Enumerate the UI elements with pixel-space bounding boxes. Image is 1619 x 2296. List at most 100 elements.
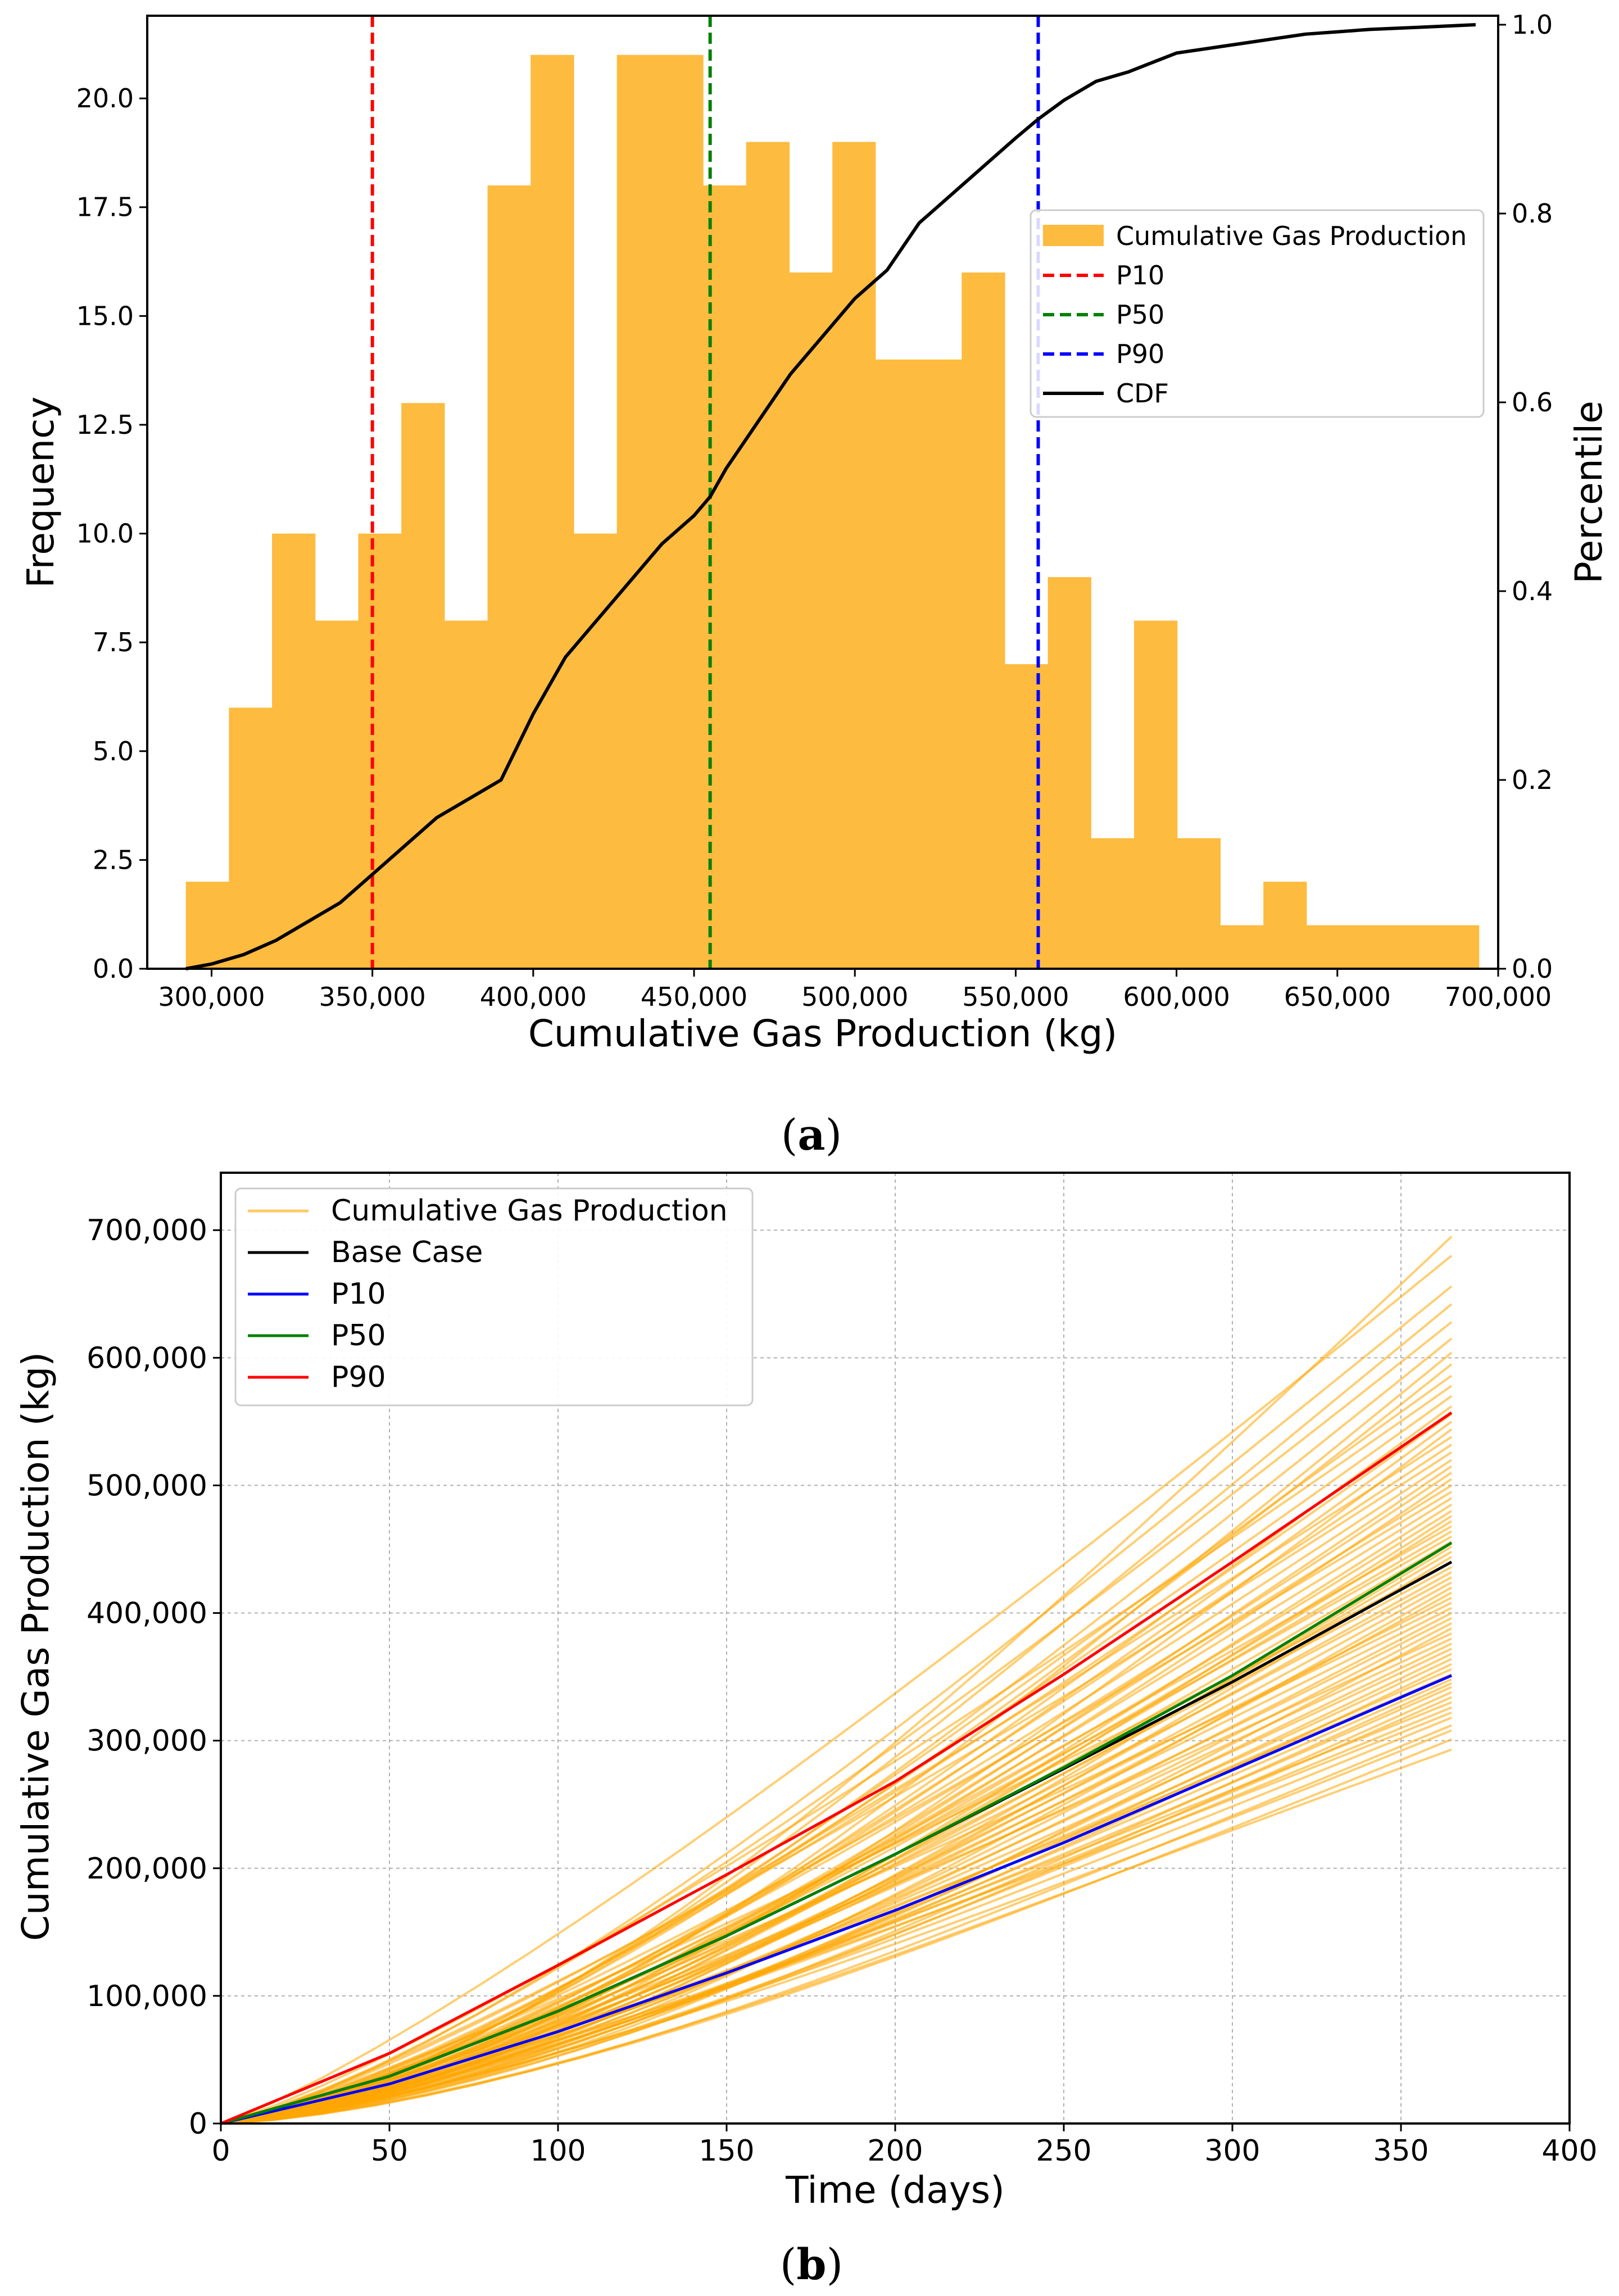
x-tick-label: 350 xyxy=(1373,2134,1428,2168)
ensemble-line xyxy=(220,1321,1453,2125)
legend-label-p50: P50 xyxy=(331,1319,386,1353)
legend-label-histogram: Cumulative Gas Production xyxy=(1116,221,1467,251)
ensemble-line xyxy=(220,1405,1453,2125)
histogram-bars xyxy=(185,55,1480,969)
histogram-bar xyxy=(746,142,790,969)
histogram-bar xyxy=(616,55,660,969)
ensemble-line xyxy=(220,1484,1453,2125)
histogram-bar xyxy=(1004,664,1049,969)
histogram-bar xyxy=(1091,838,1135,969)
ensemble-line xyxy=(220,1428,1453,2125)
x-axis-label: Time (days) xyxy=(785,2168,1005,2212)
ensemble-line xyxy=(220,1724,1452,2125)
y-tick-label: 5.0 xyxy=(93,736,134,766)
y-axis-ticks: 0 100,000 200,000 300,000 400,000 500,000 600,… xyxy=(87,1214,221,2141)
y-tick-label: 12.5 xyxy=(76,410,134,440)
x-tick-label: 400,000 xyxy=(480,982,587,1012)
y-tick-label: 700,000 xyxy=(87,1214,207,1247)
plot-frame-a xyxy=(146,15,1499,970)
x-tick-label: 450,000 xyxy=(641,982,747,1012)
y-tick-label: 17.5 xyxy=(76,192,134,223)
ensemble-line xyxy=(220,1545,1453,2125)
legend-label-p50: P50 xyxy=(1116,300,1164,330)
histogram-bar xyxy=(1263,882,1307,969)
y2-axis-label: Percentile xyxy=(1567,401,1611,584)
x-tick-label: 350,000 xyxy=(319,982,426,1012)
y-axis-ticks: 0.0 2.5 5.0 7.5 10.0 12.5 15.0 17.5 20.0 xyxy=(76,83,147,984)
legend-label-base-case: Base Case xyxy=(331,1236,483,1269)
histogram-bar xyxy=(1435,925,1480,969)
legend-box xyxy=(234,1187,754,1406)
y-axis-label: Cumulative Gas Production (kg) xyxy=(14,1352,57,1941)
ensemble-line xyxy=(220,1491,1453,2125)
x-tick-label: 150 xyxy=(699,2134,754,2168)
ensemble-line xyxy=(220,1303,1453,2125)
x-axis-ticks: 300,000 350,000 400,000 450,000 500,000 550,0… xyxy=(158,969,1552,1012)
histogram-bar xyxy=(229,707,273,969)
y2-axis-ticks: 0.0 0.2 0.4 0.6 0.8 1.0 xyxy=(1498,10,1553,984)
histogram-bar xyxy=(789,272,833,969)
histogram-bar xyxy=(272,533,316,969)
series-line-p10 xyxy=(220,1674,1452,2125)
x-tick-label: 650,000 xyxy=(1284,982,1391,1012)
x-tick-label: 700,000 xyxy=(1445,982,1552,1012)
legend-label-p10: P10 xyxy=(1116,260,1164,291)
histogram-bar xyxy=(1306,925,1350,969)
histogram-bar xyxy=(1393,925,1436,969)
ensemble-line xyxy=(220,1465,1453,2125)
y-tick-label: 15.0 xyxy=(76,301,134,331)
y-tick-label: 600,000 xyxy=(87,1341,207,1375)
cdf-line xyxy=(185,23,1476,970)
summary-series-lines xyxy=(220,1411,1453,2125)
legend-label-cdf: CDF xyxy=(1116,378,1169,409)
histogram-bar xyxy=(832,142,876,969)
ensemble-line xyxy=(220,1560,1452,2125)
panel-b-line-chart: 0 50 100 150 200 250 300 350 400 0 100,000 200,000… xyxy=(14,1172,1598,2289)
y2-tick-label: 0.4 xyxy=(1512,576,1553,606)
histogram-bar xyxy=(315,620,359,969)
ensemble-line xyxy=(220,1255,1453,2125)
y2-tick-label: 0.6 xyxy=(1512,387,1553,418)
x-tick-label: 400 xyxy=(1541,2134,1597,2168)
histogram-bar xyxy=(962,272,1005,969)
x-tick-label: 200 xyxy=(867,2134,923,2168)
caption-a: (a) xyxy=(781,1110,842,1160)
histogram-bar xyxy=(530,55,574,969)
histogram-bar xyxy=(918,359,962,969)
histogram-bar xyxy=(573,533,618,969)
y-tick-label: 7.5 xyxy=(93,627,134,657)
series-line-base-case xyxy=(220,1560,1453,2125)
y2-tick-label: 1.0 xyxy=(1512,10,1553,40)
ensemble-line xyxy=(220,1285,1453,2125)
histogram-bar xyxy=(1134,620,1178,969)
y-tick-label: 0.0 xyxy=(93,954,134,984)
y-tick-label: 20.0 xyxy=(76,83,134,114)
ensemble-line xyxy=(220,1586,1452,2125)
histogram-bar xyxy=(1349,925,1393,969)
histogram-bar xyxy=(185,882,229,969)
x-axis-ticks: 0 50 100 150 200 250 300 350 400 xyxy=(211,2123,1598,2168)
y-tick-label: 10.0 xyxy=(76,519,134,549)
ensemble-line xyxy=(220,1421,1453,2125)
caption-b: (b) xyxy=(780,2239,843,2289)
x-tick-label: 500,000 xyxy=(801,982,908,1012)
histogram-bar xyxy=(358,533,402,969)
ensemble-line xyxy=(220,1413,1453,2125)
legend-box xyxy=(1030,209,1485,418)
y-tick-label: 100,000 xyxy=(87,1980,207,2013)
ensemble-line xyxy=(220,1363,1453,2125)
legend-label-p90: P90 xyxy=(331,1360,386,1394)
ensemble-line xyxy=(220,1515,1453,2125)
ensemble-line xyxy=(220,1682,1452,2125)
legend-swatch-histogram xyxy=(1043,225,1104,246)
x-tick-label: 100 xyxy=(530,2134,586,2168)
legend-label-ensemble: Cumulative Gas Production xyxy=(331,1194,728,1228)
legend-a: Cumulative Gas Production P10 P50 P90 CD… xyxy=(1030,209,1485,418)
histogram-bar xyxy=(401,403,445,969)
series-line-p90 xyxy=(220,1411,1453,2125)
y-tick-label: 2.5 xyxy=(93,845,134,875)
y2-tick-label: 0.8 xyxy=(1512,198,1553,229)
ensemble-line xyxy=(220,1627,1452,2125)
